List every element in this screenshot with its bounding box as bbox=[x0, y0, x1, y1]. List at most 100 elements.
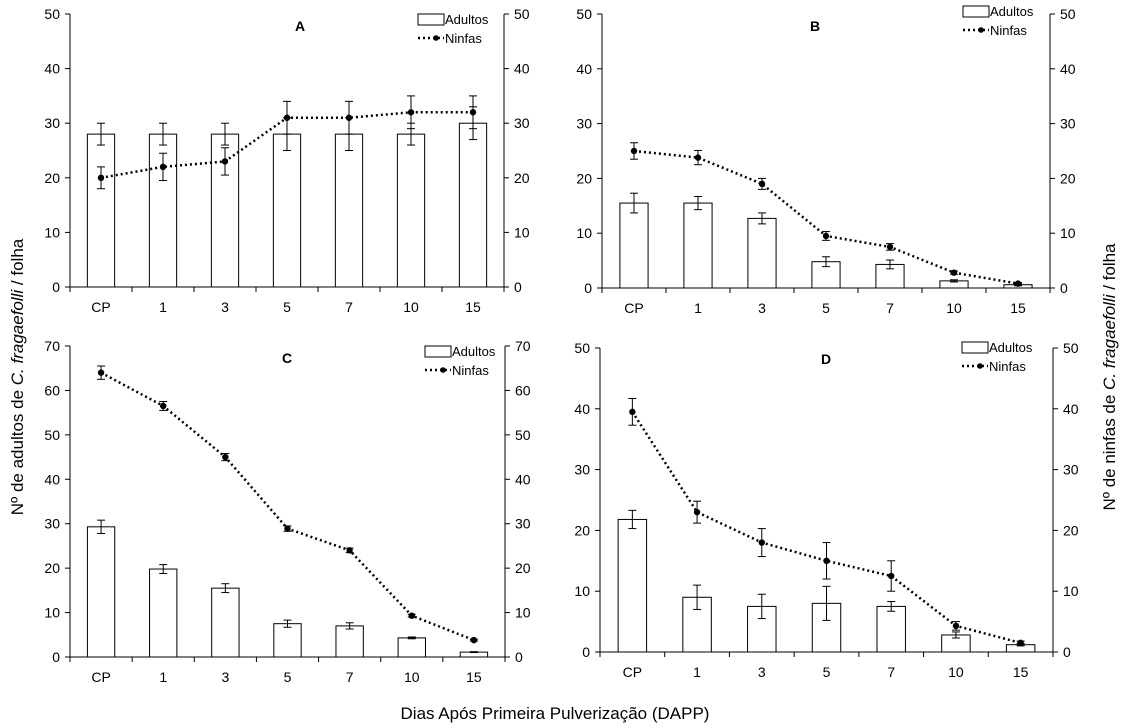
panel-b-ytick-label-right: 40 bbox=[1060, 61, 1076, 77]
panel-d-bar bbox=[876, 605, 906, 653]
panel-c-legend-line-marker bbox=[440, 367, 446, 373]
panel-d-ytick-label-left: 40 bbox=[574, 401, 590, 417]
panel-b-bar bbox=[811, 261, 841, 289]
panel-a-bar bbox=[458, 122, 488, 288]
panel-d-xtick-label: 10 bbox=[948, 664, 964, 680]
panel-b-xtick-label: 1 bbox=[694, 300, 702, 316]
panel-a-xtick-label: 5 bbox=[283, 299, 291, 315]
panel-b-ytick-label-right: 30 bbox=[1060, 116, 1076, 132]
panel-b-bar bbox=[619, 202, 649, 289]
panel-a-xtick-label: CP bbox=[91, 299, 110, 315]
panel-c-ninfas-point bbox=[160, 402, 167, 410]
panel-c-ytick-label-left: 70 bbox=[44, 338, 60, 354]
panel-b-bar bbox=[747, 217, 777, 289]
panel-b-ytick-label-right: 0 bbox=[1060, 280, 1068, 296]
panel-b-xtick-label: 3 bbox=[758, 300, 766, 316]
panel-c-ytick-label-right: 0 bbox=[515, 649, 523, 665]
panel-a-label: A bbox=[295, 18, 305, 34]
panel-a-xtick-label: 7 bbox=[345, 299, 353, 315]
panel-d-ytick-label-right: 50 bbox=[1063, 340, 1079, 356]
panel-a-bar bbox=[272, 133, 302, 288]
panel-c-ytick-label-right: 50 bbox=[515, 427, 531, 443]
panel-a-ytick-label-right: 10 bbox=[514, 224, 530, 240]
panel-c-ytick-label-left: 10 bbox=[44, 605, 60, 621]
y-axis-title-left-part3: / folha bbox=[8, 238, 27, 290]
panel-a-bar bbox=[396, 133, 426, 288]
panel-d-xtick-label: CP bbox=[623, 664, 642, 680]
panel-b-ytick-label-left: 30 bbox=[576, 116, 592, 132]
panel-c-xtick-label: 15 bbox=[466, 669, 482, 685]
panel-b-ytick-label-right: 20 bbox=[1060, 170, 1076, 186]
panel-c-bar bbox=[86, 526, 116, 658]
panel-b-bar bbox=[683, 202, 713, 289]
panel-a-legend-ninfas: Ninfas bbox=[445, 31, 482, 46]
panel-c-ytick-label-left: 60 bbox=[44, 382, 60, 398]
panel-d-ytick-label-left: 10 bbox=[574, 583, 590, 599]
panel-d-ninfas-point bbox=[1017, 639, 1024, 647]
panel-d-ytick-label-left: 0 bbox=[582, 644, 590, 660]
panel-b-ninfas-point bbox=[630, 147, 638, 155]
panel-d-ninfas-point bbox=[823, 557, 830, 564]
panel-c-ninfas-point bbox=[470, 636, 478, 644]
panel-a-xtick-label: 15 bbox=[465, 299, 481, 315]
panel-a-ninfas-point bbox=[159, 163, 167, 171]
panel-a-ytick-label-left: 0 bbox=[52, 279, 60, 295]
panel-c-ninfas-point bbox=[408, 612, 415, 619]
y-axis-title-right-part1: Nº de ninfas de bbox=[1100, 390, 1119, 511]
panel-b-legend-ninfas: Ninfas bbox=[990, 23, 1027, 38]
panel-a-bar bbox=[86, 133, 116, 288]
panel-d-ninfas-point bbox=[693, 508, 701, 516]
panel-a-ninfas-point bbox=[283, 114, 291, 121]
panel-a-bar bbox=[334, 133, 364, 288]
panel-b-ninfas-point bbox=[822, 232, 830, 240]
panel-b: 0 0 10 10 20 20 30 30 40 40 50 50 CP 1 3 5 7 10 15 B Adultos… bbox=[576, 4, 1075, 316]
panel-c-ytick-label-right: 40 bbox=[515, 471, 531, 487]
panel-d-legend-ninfas: Ninfas bbox=[989, 359, 1026, 374]
panel-a-legend-adultos: Adultos bbox=[445, 12, 489, 27]
panel-c-ninfas-point bbox=[346, 547, 353, 554]
y-axis-title-right-part3: / folha bbox=[1100, 243, 1119, 295]
panel-d-ninfas-point bbox=[952, 622, 960, 630]
y-axis-title-left-part2: C. fragaefolli bbox=[8, 289, 27, 386]
panel-d-xtick-label: 5 bbox=[823, 664, 831, 680]
panel-c-ninfas-point bbox=[284, 525, 291, 532]
panel-d-legend-bar-swatch bbox=[961, 341, 989, 354]
panel-a-ytick-label-right: 0 bbox=[514, 279, 522, 295]
panel-a-ytick-label-left: 30 bbox=[44, 115, 60, 131]
panel-a-ninfas-point bbox=[345, 114, 353, 121]
panel-b-ytick-label-right: 50 bbox=[1060, 6, 1076, 22]
panel-d-xtick-label: 15 bbox=[1013, 664, 1029, 680]
panel-b-ninfas-point bbox=[950, 269, 958, 276]
panel-b-ninfas-point bbox=[694, 154, 702, 161]
panel-b-legend-bar-swatch bbox=[962, 5, 990, 18]
panel-c-ytick-label-left: 0 bbox=[52, 649, 60, 665]
panel-d-ninfas-point bbox=[629, 408, 636, 416]
panel-c-legend-adultos: Adultos bbox=[452, 344, 496, 359]
panel-a-xtick-label: 10 bbox=[403, 299, 419, 315]
panel-d-legend-line-marker bbox=[977, 363, 983, 369]
y-axis-title-left-part1: Nº de adultos de bbox=[8, 385, 27, 515]
panel-b-ytick-label-right: 10 bbox=[1060, 225, 1076, 241]
panel-d-ytick-label-right: 40 bbox=[1063, 401, 1079, 417]
panel-a-ytick-label-right: 30 bbox=[514, 115, 530, 131]
panel-b-ytick-label-left: 10 bbox=[576, 225, 592, 241]
panel-d-ytick-label-right: 10 bbox=[1063, 583, 1079, 599]
panel-d-ytick-label-right: 20 bbox=[1063, 522, 1079, 538]
panel-a-legend-line-marker bbox=[433, 35, 439, 41]
panel-d-label: D bbox=[821, 351, 831, 367]
panel-c-ytick-label-left: 40 bbox=[44, 471, 60, 487]
panel-a-legend-bar-swatch bbox=[417, 13, 445, 26]
panel-c-ninfas-point bbox=[97, 369, 105, 376]
panel-c-ytick-label-right: 60 bbox=[515, 382, 531, 398]
panel-b-ytick-label-left: 50 bbox=[576, 6, 592, 22]
panel-d-legend-adultos: Adultos bbox=[989, 340, 1033, 355]
panel-b-legend-line-marker bbox=[978, 27, 984, 33]
panel-d-ytick-label-left: 50 bbox=[574, 340, 590, 356]
panel-c-ytick-label-left: 20 bbox=[44, 560, 60, 576]
panel-c-ytick-label-right: 30 bbox=[515, 516, 531, 532]
panel-a-ninfas-point bbox=[469, 109, 477, 116]
panel-b-ytick-label-left: 20 bbox=[576, 170, 592, 186]
x-axis-title: Dias Após Primeira Pulverização (DAPP) bbox=[401, 704, 710, 723]
panel-b-ytick-label-left: 0 bbox=[584, 280, 592, 296]
